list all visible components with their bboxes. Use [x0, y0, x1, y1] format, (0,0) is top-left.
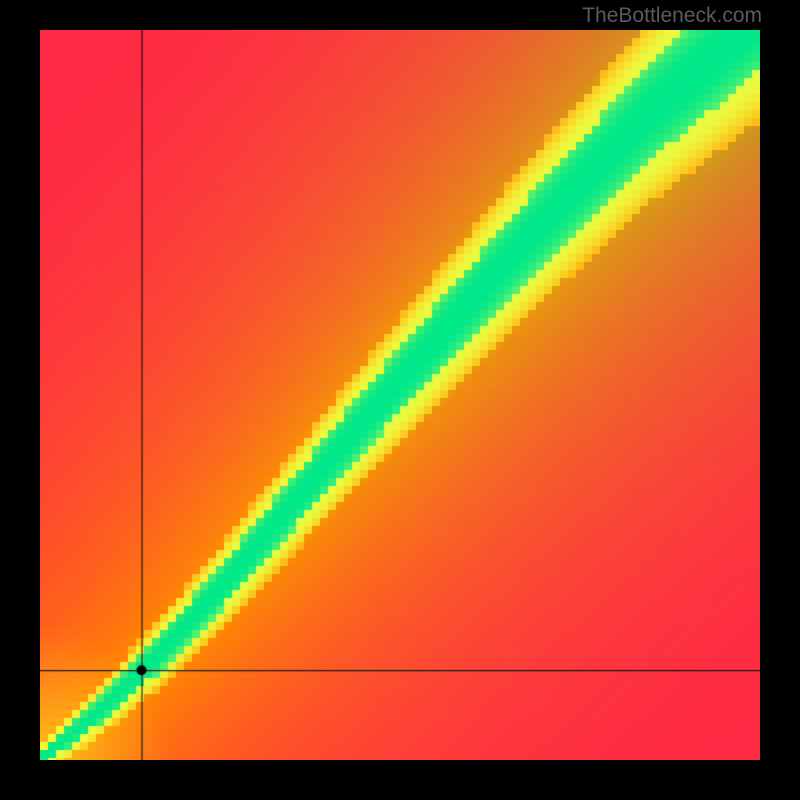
heatmap-canvas [40, 30, 760, 760]
bottleneck-heatmap [40, 30, 760, 760]
watermark-text: TheBottleneck.com [582, 4, 762, 28]
